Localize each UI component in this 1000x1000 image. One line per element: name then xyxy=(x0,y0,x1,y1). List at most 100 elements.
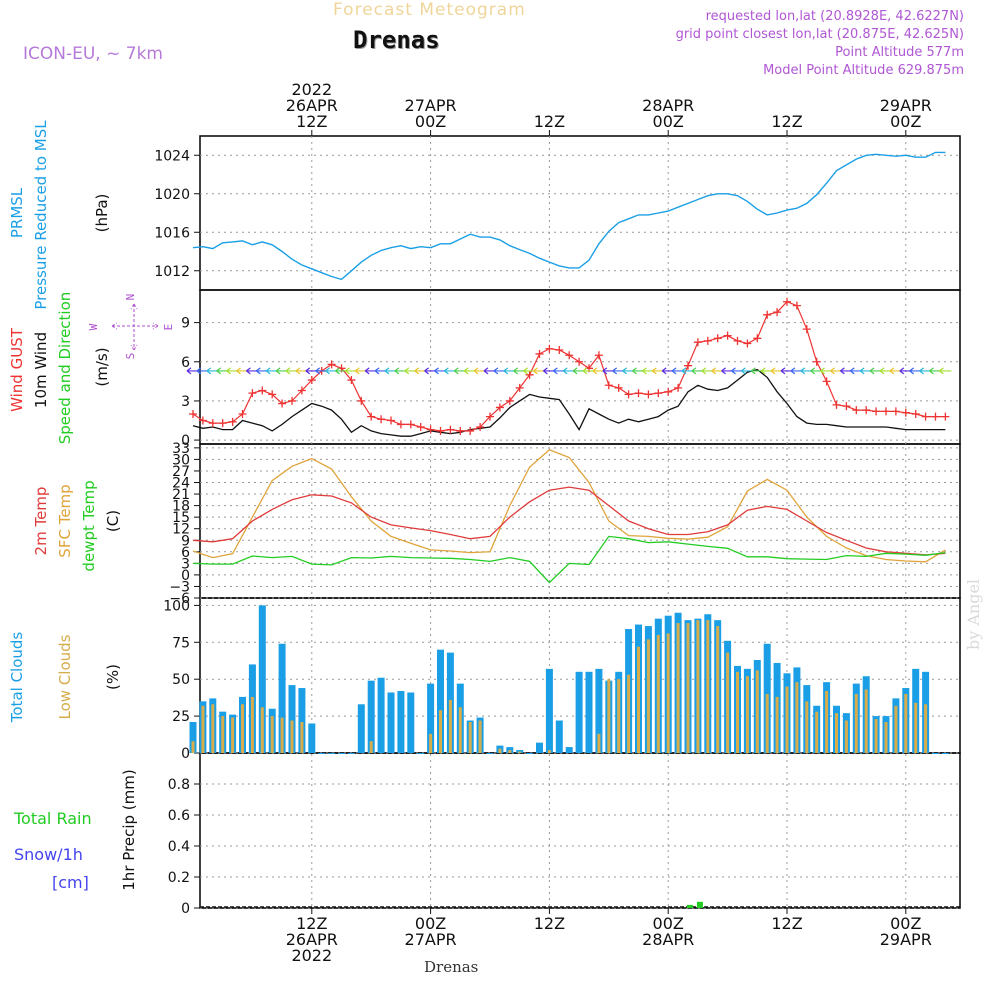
y-tick-label: 0.8 xyxy=(168,777,190,793)
point-altitude: Point Altitude 577m xyxy=(835,45,964,60)
location-title: Drenas xyxy=(353,26,440,54)
y-tick-label: 9 xyxy=(181,316,190,332)
y-tick-label: 3 xyxy=(181,394,190,410)
low-cloud-bar xyxy=(508,750,512,753)
low-cloud-bar xyxy=(775,696,779,753)
compass-s-label: S xyxy=(124,353,137,360)
low-cloud-bar xyxy=(686,623,690,753)
low-cloud-bar xyxy=(597,733,601,753)
temp2m-label: 2m Temp xyxy=(32,487,50,556)
gust-marker xyxy=(565,351,574,360)
gust-marker xyxy=(921,412,930,421)
gust-marker xyxy=(406,420,415,429)
low-cloud-bar xyxy=(785,686,789,753)
y-tick-label: 1024 xyxy=(154,148,190,164)
gust-marker xyxy=(941,412,950,421)
top-time-label: 28APR xyxy=(642,96,694,115)
gust-marker xyxy=(515,383,524,392)
y-tick-label: 21 xyxy=(172,487,190,503)
low-cloud-bar xyxy=(607,679,611,753)
low-cloud-bar xyxy=(270,716,274,753)
total-cloud-bar xyxy=(555,720,563,753)
gust-marker xyxy=(347,376,356,385)
low-cloud-bar xyxy=(646,639,650,753)
total-cloud-bar xyxy=(595,668,603,753)
gust-marker xyxy=(575,357,584,366)
low-cloud-bar xyxy=(696,620,700,753)
gust-marker xyxy=(189,409,197,418)
low-cloud-bar xyxy=(666,633,670,753)
y-tick-label: 0 xyxy=(181,901,190,917)
total-cloud-bar xyxy=(585,671,593,753)
y-tick-label: 12 xyxy=(172,522,190,538)
gust-marker xyxy=(792,301,801,310)
low-cloud-bar xyxy=(676,623,680,753)
y-tick-label: 27 xyxy=(172,464,190,480)
gust-marker xyxy=(624,390,633,399)
gust-marker xyxy=(862,406,871,415)
gust-marker xyxy=(882,407,890,416)
gust-marker xyxy=(753,334,762,343)
bottom-time-label: 27APR xyxy=(405,930,457,949)
model-altitude: Model Point Altitude 629.875m xyxy=(763,63,964,78)
total-cloud-bar xyxy=(427,683,435,753)
low-cloud-bar xyxy=(904,693,908,753)
low-cloud-label: Low Clouds xyxy=(56,634,74,719)
low-cloud-bar xyxy=(429,733,433,753)
snow-legend-label: Snow/1h xyxy=(14,845,83,864)
total-cloud-bar xyxy=(258,605,266,753)
gust-marker xyxy=(238,409,247,418)
gust-marker xyxy=(674,383,683,392)
bottom-time-label: 12Z xyxy=(296,914,327,933)
low-cloud-bar xyxy=(844,720,848,753)
y-tick-label: 1020 xyxy=(154,187,190,203)
gust-marker xyxy=(664,387,673,396)
gust-marker xyxy=(594,351,603,360)
low-cloud-bar xyxy=(835,713,838,753)
compass-w-label: W xyxy=(87,323,100,330)
low-cloud-bar xyxy=(765,693,769,753)
low-cloud-bar xyxy=(478,720,482,753)
gust-marker xyxy=(466,426,475,435)
panel-frame-wind xyxy=(199,289,961,445)
gust-marker xyxy=(377,415,386,424)
gust-marker xyxy=(743,339,752,348)
y-tick-label: 75 xyxy=(172,635,190,651)
y-tick-label: 18 xyxy=(172,499,190,515)
gust-marker xyxy=(713,334,722,343)
top-time-label: 00Z xyxy=(890,112,921,131)
low-cloud-bar xyxy=(755,670,759,753)
low-cloud-bar xyxy=(726,652,730,753)
gust-marker xyxy=(387,416,395,425)
gust-marker xyxy=(278,399,287,408)
total-cloud-bar xyxy=(545,668,553,753)
low-cloud-bar xyxy=(241,704,244,753)
gust-marker xyxy=(852,406,861,415)
y-tick-label: 1012 xyxy=(154,264,190,280)
gust-marker xyxy=(684,361,692,370)
bottom-time-label: 00Z xyxy=(415,914,446,933)
low-cloud-bar xyxy=(706,620,710,753)
wind-unit: (m/s) xyxy=(93,347,111,386)
chart-title: Forecast Meteogram xyxy=(333,0,526,20)
temp-2m-line xyxy=(192,486,946,556)
gust-marker xyxy=(446,425,455,434)
y-tick-label: 0 xyxy=(181,746,190,762)
bottom-time-label: 29APR xyxy=(880,930,932,949)
low-cloud-bar xyxy=(815,711,819,753)
gust-marker xyxy=(327,360,336,369)
dewpt-label: dewpt Temp xyxy=(80,480,98,571)
gust-marker xyxy=(258,386,267,395)
temp-unit: (C) xyxy=(104,510,122,532)
y-tick-label: 0 xyxy=(181,568,190,584)
bottom-time-label: 2022 xyxy=(291,946,332,965)
total-cloud-bar xyxy=(189,722,197,753)
y-tick-label: 3 xyxy=(181,556,190,572)
low-cloud-bar xyxy=(201,705,205,753)
top-time-label: 27APR xyxy=(405,96,457,115)
total-cloud-bar xyxy=(407,692,415,753)
wind-dir-label: Speed and Direction xyxy=(56,292,74,445)
low-cloud-bar xyxy=(369,741,373,753)
total-cloud-bar xyxy=(397,691,405,753)
cloud-unit: (%) xyxy=(104,664,122,690)
